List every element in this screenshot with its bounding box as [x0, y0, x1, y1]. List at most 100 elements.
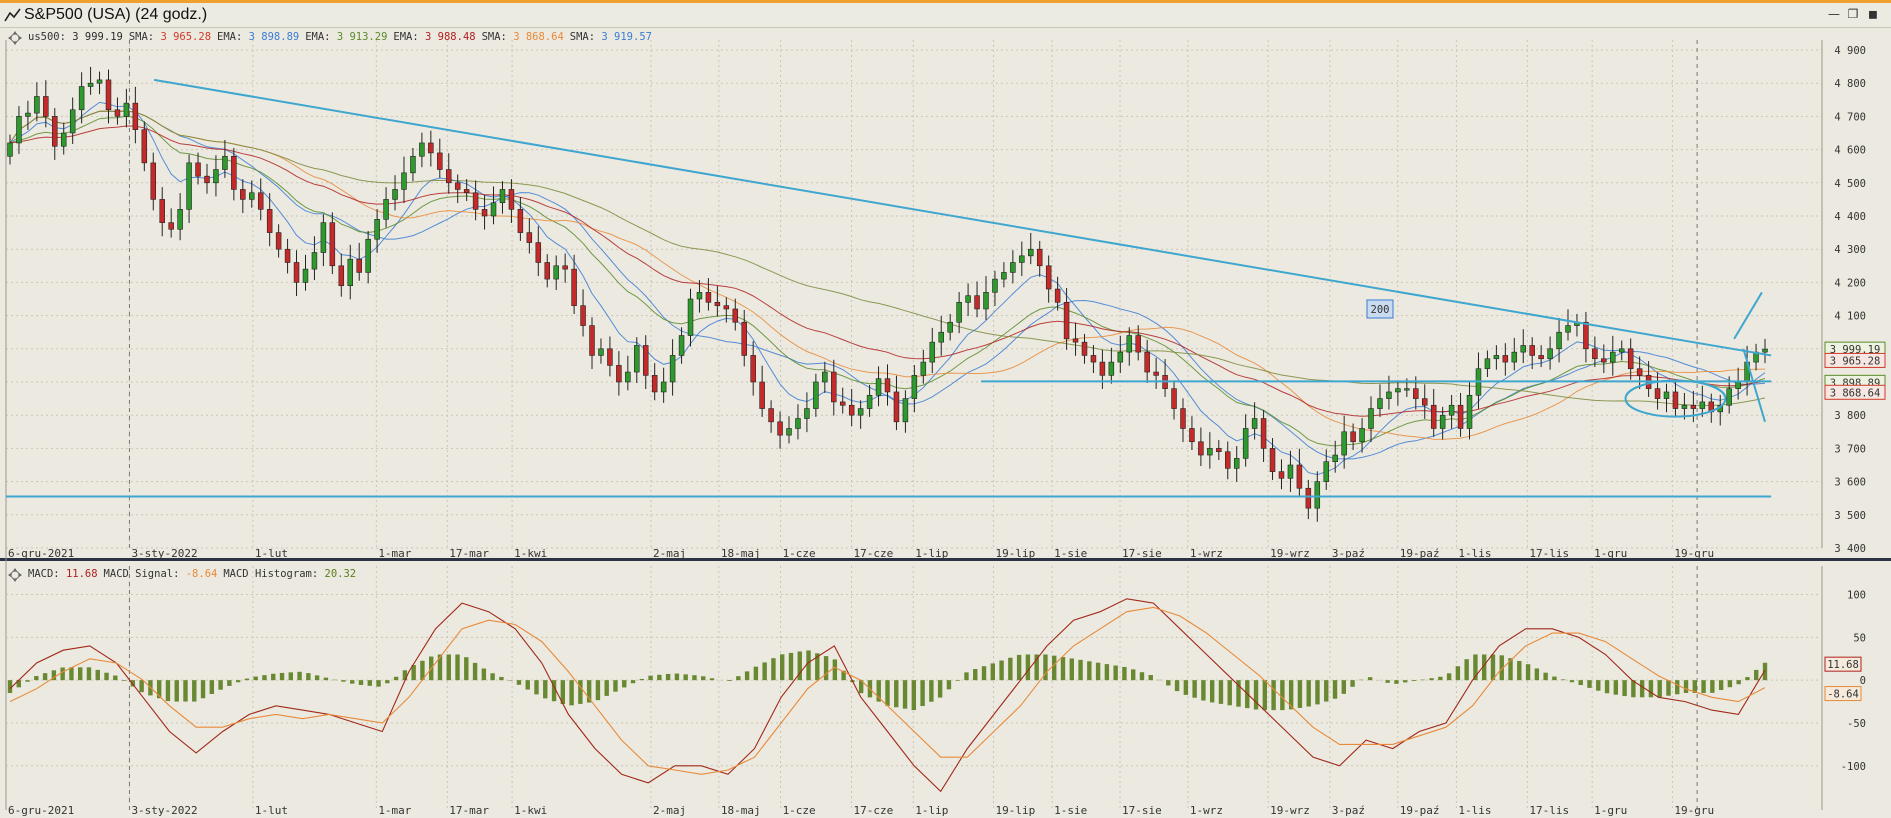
candle-body	[786, 428, 792, 436]
close-button[interactable]: ◼	[1868, 7, 1878, 21]
candle-body	[410, 155, 416, 174]
date-tick-label: 3-sty-2022	[131, 804, 197, 817]
date-tick-label: 19-lip	[996, 804, 1036, 817]
macd-histogram-bar	[1727, 680, 1733, 688]
macd-histogram-bar	[1385, 680, 1390, 683]
candle-body	[1448, 404, 1455, 416]
macd-histogram-bar	[999, 660, 1004, 681]
candle-body	[16, 116, 22, 144]
legend-label: us500:	[28, 31, 73, 43]
macd-histogram-bar	[894, 680, 899, 708]
candle-body	[920, 361, 927, 376]
price-label-box	[1824, 352, 1886, 368]
y-tick-label: 4 400	[1834, 211, 1866, 223]
candle-body	[1251, 418, 1258, 429]
candle-body	[651, 375, 658, 393]
macd-histogram-bar	[314, 675, 320, 681]
macd-histogram-bar	[69, 667, 74, 681]
macd-histogram-bar	[525, 680, 530, 690]
candle-body	[1242, 428, 1249, 459]
macd-histogram-bar	[165, 680, 171, 702]
macd-y-tick-label: -50	[1847, 718, 1866, 730]
candle-body	[759, 381, 765, 409]
macd-histogram-bar	[1692, 680, 1697, 693]
legend-label: MACD Histogram:	[223, 568, 325, 580]
candle-body	[902, 398, 909, 423]
macd-histogram-bar	[350, 680, 355, 684]
candle-body	[1180, 408, 1186, 429]
candle-body	[240, 189, 246, 200]
macd-histogram-bar	[1113, 665, 1118, 681]
panel-move-icon[interactable]	[8, 31, 22, 45]
candle-body	[69, 109, 76, 134]
macd-histogram-bar	[121, 680, 127, 681]
macd-histogram-bar	[1455, 666, 1461, 681]
candle-body	[25, 112, 31, 117]
date-tick-label: 1-sie	[1054, 547, 1087, 560]
macd-histogram-bar	[16, 680, 21, 688]
macd-signal-line	[9, 606, 1766, 775]
candle-body	[1672, 391, 1679, 409]
macd-histogram-bar	[841, 670, 846, 681]
macd-histogram-bar	[1271, 680, 1276, 711]
candle-body	[365, 238, 371, 273]
macd-histogram-bar	[613, 680, 618, 692]
candle-body	[320, 222, 327, 253]
macd-histogram-bar	[876, 680, 881, 702]
candle-body	[866, 394, 873, 409]
macd-label-box	[1824, 686, 1862, 702]
macd-histogram-bar	[1280, 680, 1285, 711]
candle-body	[347, 258, 354, 287]
macd-histogram-bar	[823, 656, 829, 681]
window-accent-strip	[0, 0, 1891, 3]
date-tick-label: 6-gru-2021	[8, 804, 74, 817]
candle-body	[1681, 404, 1688, 409]
candle-body	[1126, 335, 1133, 353]
macd-histogram-bar	[1060, 657, 1066, 681]
restore-button[interactable]: ❐	[1847, 7, 1859, 21]
macd-histogram-bar	[946, 680, 952, 690]
macd-panel-move-icon[interactable]	[8, 568, 22, 582]
candle-body	[1001, 272, 1007, 280]
macd-histogram-bar	[973, 669, 978, 681]
candle-body	[1368, 408, 1374, 429]
macd-histogram-bar	[1657, 680, 1662, 698]
candle-body	[1430, 404, 1437, 429]
minimize-button[interactable]: —	[1828, 7, 1840, 21]
candle-body	[34, 96, 40, 114]
candle-body	[813, 381, 819, 409]
macd-histogram-bar	[1192, 680, 1197, 698]
candle-body	[732, 308, 739, 323]
candle-body	[875, 378, 882, 396]
macd-legend: MACD: 11.68 MACD Signal: -8.64 MACD Histog…	[28, 568, 362, 580]
y-tick-label: 3 600	[1834, 477, 1866, 489]
moving-average-line	[9, 101, 1766, 476]
macd-histogram-bar	[1052, 655, 1057, 681]
macd-histogram-bar	[1736, 680, 1741, 685]
date-tick-label: 1-lip	[915, 804, 948, 817]
macd-histogram-bar	[297, 671, 302, 681]
macd-label-box	[1824, 656, 1862, 672]
candle-body	[1010, 262, 1016, 273]
y-tick-label: 3 700	[1834, 443, 1866, 455]
candle-body	[1627, 348, 1634, 370]
candle-body	[204, 175, 210, 184]
macd-histogram-bar	[51, 670, 57, 681]
macd-histogram-bar	[113, 675, 118, 681]
candle-body	[1511, 351, 1518, 363]
candle-body	[222, 155, 228, 170]
macd-histogram-bar	[1288, 680, 1294, 710]
candle-body	[1054, 288, 1061, 303]
candle-body	[893, 391, 900, 423]
panel-divider[interactable]	[0, 558, 1891, 561]
macd-histogram-bar	[279, 672, 285, 681]
macd-histogram-bar	[578, 680, 583, 704]
macd-histogram-bar	[1578, 680, 1583, 686]
date-tick-label: 18-maj	[721, 547, 761, 560]
macd-histogram-bar	[218, 680, 223, 690]
macd-histogram-bar	[736, 676, 741, 681]
candle-body	[1314, 481, 1321, 509]
candle-body	[992, 278, 998, 293]
macd-histogram-bar	[1078, 659, 1083, 681]
